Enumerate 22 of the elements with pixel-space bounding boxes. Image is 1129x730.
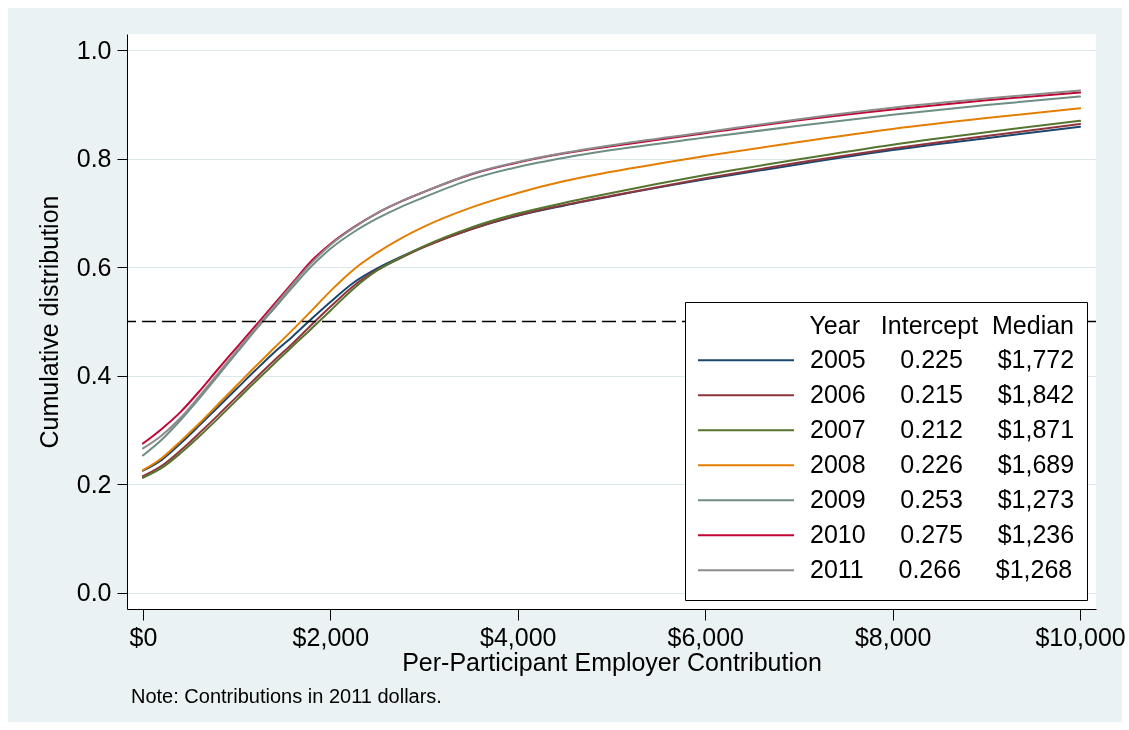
y-tick-label: 0.2 <box>76 469 112 498</box>
x-tick-label: $8,000 <box>854 622 932 651</box>
legend-label: 2009 0.253 $1,273 <box>810 485 1075 514</box>
x-tick-label: $2,000 <box>292 622 370 651</box>
y-tick-label: 1.0 <box>76 35 112 64</box>
legend-label: 2006 0.215 $1,842 <box>810 380 1075 409</box>
x-tick-label: $4,000 <box>480 622 557 651</box>
legend-label: 2011 0.266 $1,268 <box>810 555 1073 584</box>
x-tick-label: $6,000 <box>667 622 744 651</box>
legend-label: 2010 0.275 $1,236 <box>810 520 1075 549</box>
text: Note: Contributions in 2011 dollars. <box>131 685 442 707</box>
x-tick-label: $10,000 <box>1035 622 1126 651</box>
y-tick-label: 0.0 <box>76 578 112 607</box>
y-tick-label: 0.6 <box>76 252 112 281</box>
y-axis-title: Cumulative distribution <box>34 195 63 449</box>
legend-title: Year Intercept Median <box>809 311 1074 339</box>
y-tick-label: 0.8 <box>76 144 112 173</box>
legend-label: 2008 0.226 $1,689 <box>810 450 1075 479</box>
legend-label: 2005 0.225 $1,772 <box>810 345 1075 374</box>
legend-label: 2007 0.212 $1,871 <box>810 415 1075 444</box>
x-tick-label: $0 <box>129 622 158 651</box>
y-tick-label: 0.4 <box>76 361 112 390</box>
